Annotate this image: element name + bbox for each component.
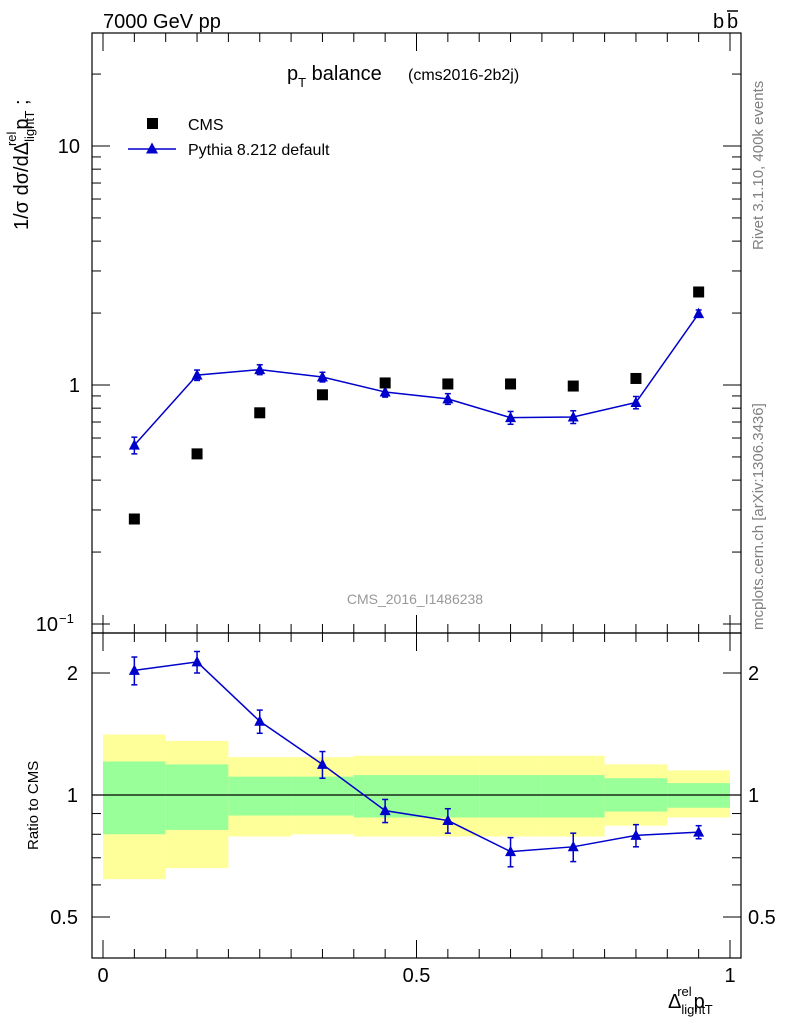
pythia-point: [254, 363, 266, 375]
header-process-bbar: b: [727, 11, 738, 33]
cms-point: [442, 378, 454, 390]
ratio-band-green: [541, 775, 605, 818]
pythia-point: [316, 371, 328, 382]
cms-point: [254, 407, 266, 419]
ratio-point: [567, 840, 579, 852]
ratio-y-tick-label-left: 1: [67, 785, 78, 807]
ratio-point: [442, 814, 454, 826]
cms-point: [567, 380, 579, 392]
ratio-point: [505, 845, 517, 857]
pythia-point: [442, 392, 454, 404]
pythia-point: [128, 439, 140, 450]
ratio-y-axis-title: Ratio to CMS: [25, 761, 42, 850]
ratio-y-tick-label-right: 0.5: [748, 907, 776, 929]
pythia-line: [133, 313, 700, 446]
legend-pythia-marker: [146, 142, 158, 154]
main-panel: [128, 286, 705, 525]
ratio-point: [316, 758, 328, 769]
ratio-band-green: [479, 775, 542, 818]
cms-point: [693, 286, 705, 298]
ratio-y-tick-label-left: 2: [67, 663, 78, 685]
ratio-band-green: [291, 776, 354, 816]
ratio-line: [134, 661, 699, 853]
ratio-point: [254, 715, 266, 726]
ratio-point: [630, 829, 642, 840]
legend-pythia-label: Pythia 8.212 default: [188, 142, 330, 159]
pythia-point: [191, 369, 203, 380]
cms-point: [630, 372, 642, 384]
header-energy-label: 7000 GeV pp: [103, 11, 221, 33]
ratio-y-tick-label-right: 1: [748, 785, 759, 807]
chart-title: pT balance: [287, 63, 382, 90]
cms-point: [316, 389, 328, 401]
ratio-point: [693, 826, 705, 837]
x-tick-label: 1: [724, 965, 735, 987]
ratio-panel: [92, 650, 741, 880]
ratio-point: [191, 655, 203, 667]
chart-title-tag: (cms2016-2b2j): [408, 67, 519, 84]
main-y-tick-label: 1: [69, 375, 80, 397]
main-y-tick-label: 10: [58, 136, 80, 158]
main-y-axis-title: 1/σ dσ/dΔlightrelpT ;: [4, 99, 37, 230]
header-process-label: b b: [713, 10, 738, 33]
analysis-label: CMS_2016_I1486238: [347, 591, 483, 607]
ratio-band-green: [165, 764, 229, 830]
cms-point: [379, 377, 391, 389]
pythia-point: [505, 411, 517, 423]
cms-point: [505, 378, 517, 390]
x-tick-label: 0.5: [403, 965, 431, 987]
x-axis-title: Δlightrel pT: [668, 984, 713, 1017]
ratio-point: [128, 664, 140, 675]
ratio-point: [379, 804, 391, 816]
cms-point: [128, 513, 140, 525]
cms-point: [191, 448, 203, 460]
mcplots-label: mcplots.cern.ch [arXiv:1306.3436]: [750, 403, 767, 630]
ratio-y-tick-label-right: 2: [748, 663, 759, 685]
pythia-point: [379, 385, 391, 397]
x-tick-label: 0: [97, 965, 108, 987]
pythia-point: [693, 307, 705, 319]
main-y-tick-label: 10: [36, 614, 58, 636]
ratio-y-tick-label-left: 0.5: [50, 907, 78, 929]
ratio-band-green: [228, 776, 292, 816]
legend-cms-label: CMS: [188, 117, 224, 134]
ratio-band-green: [103, 761, 166, 835]
legend-cms-marker: [147, 118, 158, 129]
legend: CMS Pythia 8.212 default: [128, 117, 330, 159]
pythia-point: [567, 410, 579, 422]
pythia-point: [630, 396, 642, 407]
rivet-version-label: Rivet 3.1.10, 400k events: [750, 81, 767, 250]
main-y-tick-label-exponent: −1: [59, 611, 74, 626]
header-process-b: b: [713, 11, 724, 33]
